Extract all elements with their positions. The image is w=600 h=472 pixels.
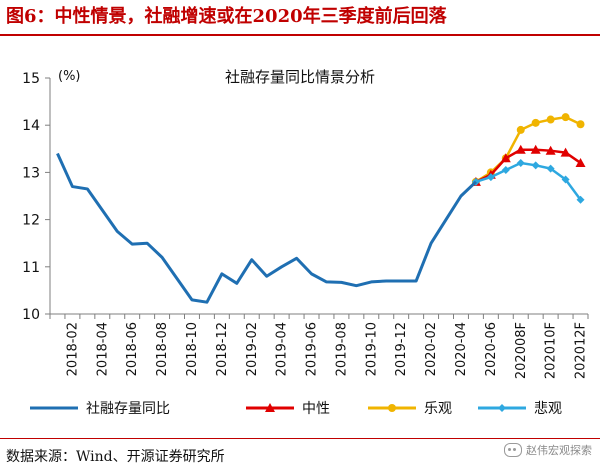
- x-tick-label: 2020-04: [454, 322, 469, 376]
- plot-area: [56, 113, 586, 304]
- data-point: [576, 195, 585, 204]
- data-point: [575, 157, 586, 167]
- x-tick-label: 202008F: [514, 322, 529, 379]
- data-point: [576, 120, 585, 129]
- x-axis-ticks: 2018-02 2018-04 2018-06 2018-08 2018-10 2018-…: [49, 314, 589, 379]
- x-tick-label: 2018-04: [95, 322, 110, 376]
- source-divider: [0, 438, 600, 439]
- x-tick-label: 2018-06: [125, 322, 140, 376]
- watermark-text: 赵伟宏观探索: [526, 444, 592, 457]
- data-point: [531, 118, 540, 127]
- data-point: [560, 147, 571, 157]
- title-divider: [0, 34, 600, 36]
- legend-label: 悲观: [534, 400, 562, 417]
- data-point: [500, 153, 511, 163]
- x-tick-label: 202010F: [544, 322, 559, 379]
- legend-label: 社融存量同比: [86, 401, 170, 417]
- series-line: [56, 152, 477, 304]
- data-point: [545, 145, 556, 155]
- data-point: [515, 144, 526, 154]
- chart-legend: 社融存量同比 中性 乐观 悲观: [30, 400, 562, 417]
- x-tick-label: 2019-08: [334, 322, 349, 376]
- data-point: [531, 161, 540, 170]
- x-tick-label: 2018-08: [155, 322, 170, 376]
- y-tick-label: 14: [22, 118, 40, 134]
- data-point: [516, 125, 525, 134]
- figure-title: 图6：中性情景，社融增速或在2020年三季度前后回落: [6, 6, 447, 27]
- data-point: [546, 115, 555, 124]
- source-note: 数据来源：Wind、开源证券研究所: [6, 449, 225, 465]
- x-tick-label: 2019-06: [305, 322, 320, 376]
- y-tick-label: 12: [22, 213, 40, 229]
- x-tick-label: 2020-02: [424, 322, 439, 376]
- data-point: [546, 164, 555, 173]
- y-axis-ticks: 10 11 12 13 14 15: [22, 71, 50, 323]
- wechat-icon: [504, 443, 522, 457]
- series-0: [56, 152, 477, 304]
- x-tick-label: 2019-04: [275, 322, 290, 376]
- x-tick-label: 2020-06: [484, 322, 499, 376]
- x-tick-label: 2019-12: [394, 322, 409, 376]
- chart-title: 社融存量同比情景分析: [225, 68, 375, 86]
- legend-item: 乐观: [368, 401, 452, 417]
- y-tick-label: 13: [22, 165, 40, 181]
- legend-marker: [498, 404, 506, 412]
- data-point: [501, 166, 510, 175]
- watermark: 赵伟宏观探索: [504, 442, 592, 458]
- series-3: [471, 158, 585, 204]
- y-axis-unit-label: (%): [58, 69, 81, 84]
- x-tick-label: 202012F: [574, 322, 589, 379]
- data-point: [530, 144, 541, 154]
- legend-label: 乐观: [424, 401, 452, 417]
- x-tick-label: 2019-02: [245, 322, 260, 376]
- x-tick-label: 2018-10: [185, 322, 200, 376]
- legend-marker: [265, 403, 275, 412]
- y-tick-label: 10: [22, 307, 40, 323]
- legend-item: 社融存量同比: [30, 401, 170, 417]
- legend-label: 中性: [302, 401, 330, 417]
- data-point: [561, 113, 570, 122]
- data-point: [486, 173, 495, 182]
- legend-item: 中性: [246, 401, 330, 417]
- legend-marker: [388, 404, 396, 412]
- y-tick-label: 11: [22, 260, 40, 276]
- data-point: [516, 158, 525, 167]
- legend-item: 悲观: [478, 400, 562, 417]
- x-tick-label: 2018-12: [215, 322, 230, 376]
- x-tick-label: 2019-10: [364, 322, 379, 376]
- x-tick-label: 2018-02: [65, 322, 80, 376]
- y-tick-label: 15: [22, 71, 40, 87]
- data-point: [561, 175, 570, 184]
